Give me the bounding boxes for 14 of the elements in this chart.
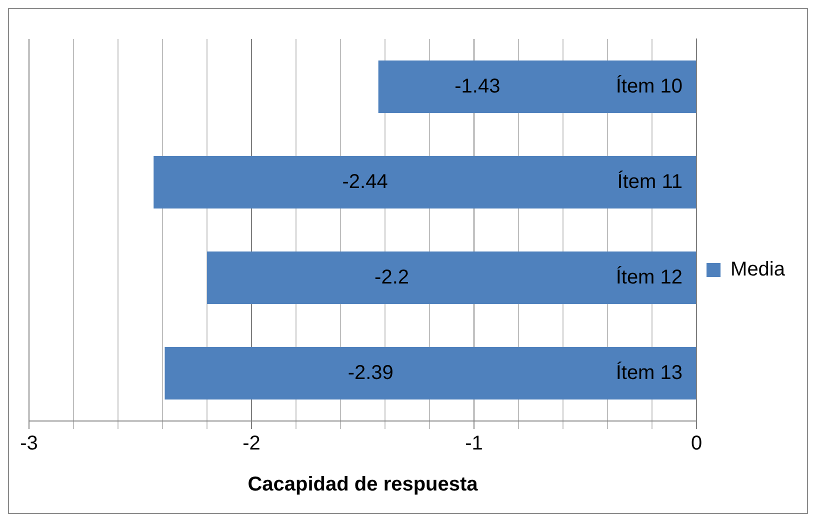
y-tick-label: Ítem 13 <box>616 360 683 384</box>
data-label: -1.43 <box>454 75 500 98</box>
x-tick-label: -2 <box>242 432 260 455</box>
x-tick-label: -1 <box>465 432 483 455</box>
x-axis-title: Cacapidad de respuesta <box>248 474 479 496</box>
x-tick-label: 0 <box>690 432 702 455</box>
data-label: -2.2 <box>374 266 409 288</box>
legend-label: Media <box>730 258 786 281</box>
y-tick-label: Ítem 12 <box>616 265 683 288</box>
y-tick-label: Ítem 11 <box>617 170 683 193</box>
data-label: -2.44 <box>342 170 388 193</box>
data-label: -2.39 <box>348 362 394 384</box>
x-tick-label: -3 <box>20 432 38 455</box>
y-tick-label: Ítem 10 <box>616 74 683 98</box>
